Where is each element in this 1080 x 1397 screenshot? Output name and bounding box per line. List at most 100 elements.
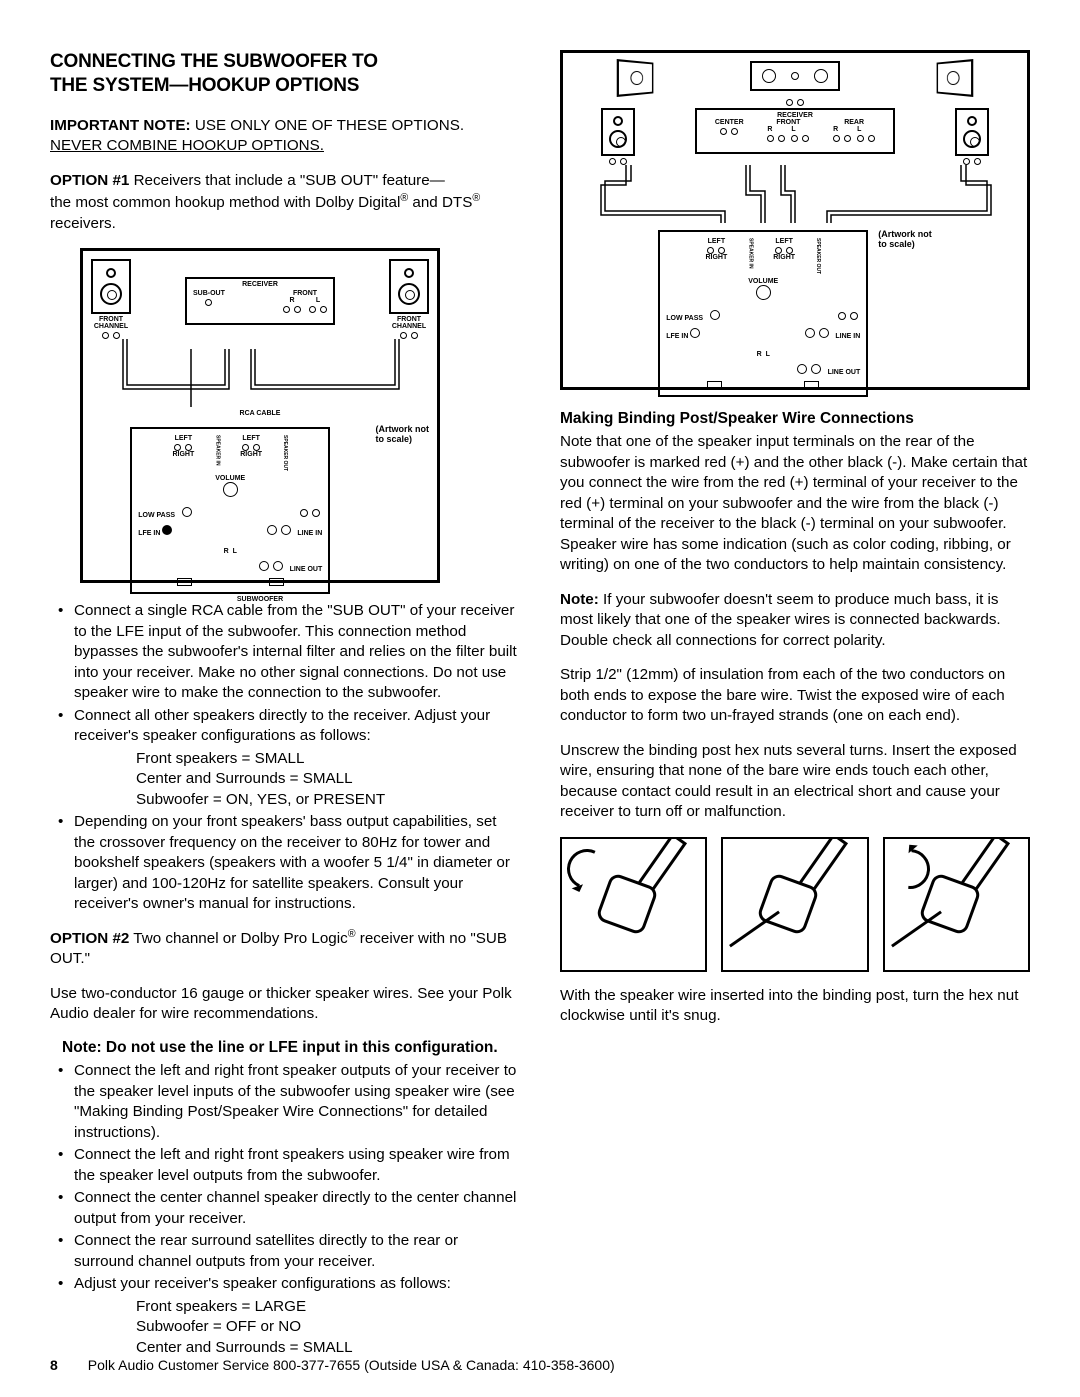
page-footer: 8 Polk Audio Customer Service 800-377-765… bbox=[50, 1357, 615, 1373]
page-number: 8 bbox=[50, 1357, 58, 1373]
reg-2: ® bbox=[472, 192, 480, 204]
d2-r: R bbox=[767, 126, 785, 133]
d1-lowpass: LOW PASS bbox=[138, 512, 175, 519]
center-speaker bbox=[750, 61, 840, 91]
d1-r: R bbox=[283, 297, 301, 304]
d1-right-speaker: FRONT CHANNEL bbox=[389, 259, 429, 339]
important-note: IMPORTANT NOTE: USE ONLY ONE OF THESE OP… bbox=[50, 116, 520, 157]
d1-receiver: RECEIVER SUB-OUT FRONT R bbox=[185, 277, 335, 325]
d2-linein: LINE IN bbox=[835, 333, 860, 340]
d1-lineout: LINE OUT bbox=[290, 566, 323, 573]
diagram-option2: RECEIVER CENTER FRONT R L bbox=[560, 50, 1030, 390]
d1-spin: SPEAKER IN bbox=[214, 435, 220, 471]
opt2-cfg: Front speakers = LARGE Subwoofer = OFF o… bbox=[74, 1297, 520, 1359]
option1-text4: receivers. bbox=[50, 215, 116, 232]
d1-artnote: (Artwork not to scale) bbox=[376, 425, 430, 445]
option1-text2: the most common hookup method with Dolby… bbox=[50, 194, 400, 211]
option2-text1: Two channel or Dolby Pro Logic bbox=[129, 930, 347, 947]
d2-sp-left: LEFT bbox=[705, 238, 727, 245]
opt2-b2: Connect the left and right front speaker… bbox=[62, 1145, 520, 1186]
d2-lineout: LINE OUT bbox=[828, 369, 861, 376]
d2-center: CENTER bbox=[715, 119, 744, 126]
right-p1: Note that one of the speaker input termi… bbox=[560, 432, 1030, 576]
d1-front-channel-l: FRONT CHANNEL bbox=[91, 316, 131, 330]
opt1-cfg2: Center and Surrounds = SMALL bbox=[136, 769, 520, 790]
d2-artnote: (Artwork not to scale) bbox=[878, 230, 932, 250]
speaker-icon bbox=[91, 259, 131, 314]
opt2-b3: Connect the center channel speaker direc… bbox=[62, 1188, 520, 1229]
option2-note: Note: Do not use the line or LFE input i… bbox=[50, 1039, 520, 1057]
d2-lowpass: LOW PASS bbox=[666, 315, 703, 322]
rear-speaker-r bbox=[936, 59, 973, 97]
d2-top-row bbox=[571, 61, 1019, 95]
d1-sp-right2: RIGHT bbox=[240, 451, 262, 458]
d1-sp-left2: LEFT bbox=[240, 435, 262, 442]
opt1-b1: Connect a single RCA cable from the "SUB… bbox=[62, 601, 520, 704]
opt1-b2-text: Connect all other speakers directly to t… bbox=[74, 707, 490, 745]
opt1-b2: Connect all other speakers directly to t… bbox=[62, 706, 520, 811]
title-line-2: THE SYSTEM—HOOKUP OPTIONS bbox=[50, 74, 520, 98]
right-p5: With the speaker wire inserted into the … bbox=[560, 986, 1030, 1027]
speaker-icon bbox=[389, 259, 429, 314]
d2-l2: L bbox=[857, 126, 875, 133]
option2-bullets: Connect the left and right front speaker… bbox=[50, 1061, 520, 1358]
opt1-cfg: Front speakers = SMALL Center and Surrou… bbox=[74, 749, 520, 811]
d2-front-spk-r bbox=[955, 108, 989, 165]
diagram-option1: FRONT CHANNEL RECEIVER SUB-OUT bbox=[80, 248, 440, 583]
option1-text3: and DTS bbox=[408, 194, 472, 211]
d2-rear: REAR bbox=[833, 119, 875, 126]
d1-front: FRONT bbox=[283, 290, 327, 297]
d1-top-row: FRONT CHANNEL RECEIVER SUB-OUT bbox=[91, 259, 429, 339]
title-line-1: CONNECTING THE SUBWOOFER TO bbox=[50, 50, 520, 74]
option2-label: OPTION #2 bbox=[50, 930, 129, 947]
d1-volume: VOLUME bbox=[138, 475, 322, 482]
right-column: RECEIVER CENTER FRONT R L bbox=[560, 50, 1030, 1360]
reg-1: ® bbox=[400, 192, 408, 204]
right-p2: If your subwoofer doesn't seem to produc… bbox=[560, 591, 1001, 649]
d2-spout: SPEAKER OUT bbox=[815, 238, 821, 274]
d2-sp-left2: LEFT bbox=[773, 238, 795, 245]
d2-front-spk-l bbox=[601, 108, 635, 165]
d1-sp-left: LEFT bbox=[172, 435, 194, 442]
d1-rca-label: RCA CABLE bbox=[91, 410, 429, 417]
d2-sp-right2: RIGHT bbox=[773, 254, 795, 261]
d1-l: L bbox=[309, 297, 327, 304]
section-title: CONNECTING THE SUBWOOFER TO THE SYSTEM—H… bbox=[50, 50, 520, 98]
binding-img-3 bbox=[883, 837, 1030, 972]
right-p3: Strip 1/2" (12mm) of insulation from eac… bbox=[560, 665, 1030, 727]
important-label: IMPORTANT NOTE: bbox=[50, 117, 191, 134]
d2-r2: R bbox=[833, 126, 851, 133]
opt1-cfg3: Subwoofer = ON, YES, or PRESENT bbox=[136, 790, 520, 811]
footer-text: Polk Audio Customer Service 800-377-7655… bbox=[88, 1357, 615, 1373]
d1-spout: SPEAKER OUT bbox=[282, 435, 288, 471]
d2-l: L bbox=[791, 126, 809, 133]
opt2-b5-text: Adjust your receiver's speaker configura… bbox=[74, 1275, 451, 1292]
right-p4: Unscrew the binding post hex nuts severa… bbox=[560, 741, 1030, 823]
option1-label: OPTION #1 bbox=[50, 172, 129, 189]
d1-subout: SUB-OUT bbox=[193, 290, 225, 297]
opt1-b3: Depending on your front speakers' bass o… bbox=[62, 812, 520, 915]
d1-lfein: LFE IN bbox=[138, 530, 160, 537]
d2-spin: SPEAKER IN bbox=[747, 238, 753, 274]
binding-img-1 bbox=[560, 837, 707, 972]
left-column: CONNECTING THE SUBWOOFER TO THE SYSTEM—H… bbox=[50, 50, 520, 1360]
opt1-cfg1: Front speakers = SMALL bbox=[136, 749, 520, 770]
d1-rl: R L bbox=[224, 548, 237, 555]
option1-bullets: Connect a single RCA cable from the "SUB… bbox=[50, 601, 520, 915]
opt2-cfg1: Front speakers = LARGE bbox=[136, 1297, 520, 1318]
d2-lfein: LFE IN bbox=[666, 333, 688, 340]
rear-speaker-l bbox=[617, 59, 654, 97]
d2-wires bbox=[571, 165, 1021, 225]
option1-intro: OPTION #1 Receivers that include a "SUB … bbox=[50, 171, 520, 235]
two-column-layout: CONNECTING THE SUBWOOFER TO THE SYSTEM—H… bbox=[50, 50, 1030, 1360]
d2-sp-right: RIGHT bbox=[705, 254, 727, 261]
binding-img-2 bbox=[721, 837, 868, 972]
d2-front: FRONT bbox=[767, 119, 809, 126]
binding-post-images bbox=[560, 837, 1030, 972]
right-p2-wrap: Note: If your subwoofer doesn't seem to … bbox=[560, 590, 1030, 652]
d1-linein: LINE IN bbox=[297, 530, 322, 537]
option1-text1: Receivers that include a "SUB OUT" featu… bbox=[129, 172, 445, 189]
d2-receiver: RECEIVER CENTER FRONT R L bbox=[695, 108, 895, 154]
option2-intro: OPTION #2 Two channel or Dolby Pro Logic… bbox=[50, 927, 520, 970]
d2-receiver-label: RECEIVER bbox=[703, 112, 887, 119]
